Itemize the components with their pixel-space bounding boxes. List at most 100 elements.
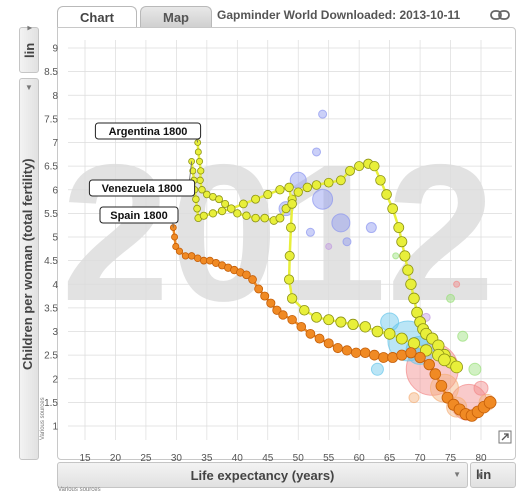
trail-point[interactable] <box>221 199 230 208</box>
trail-point[interactable] <box>189 167 197 175</box>
trail-point[interactable] <box>450 360 463 374</box>
trail-point[interactable] <box>192 195 200 203</box>
trail-point[interactable] <box>263 189 273 200</box>
trail-point[interactable] <box>354 161 365 172</box>
trail-point[interactable] <box>286 293 298 304</box>
trail-point[interactable] <box>275 213 285 223</box>
trail-point[interactable] <box>215 195 223 204</box>
trail-point[interactable] <box>266 298 276 308</box>
country-bubble[interactable] <box>305 227 315 237</box>
trail-point[interactable] <box>369 349 380 361</box>
trail-point[interactable] <box>193 204 201 213</box>
country-bubble[interactable] <box>408 392 420 404</box>
trail-point[interactable] <box>194 148 202 156</box>
trail-point[interactable] <box>196 157 204 165</box>
trail-point[interactable] <box>323 314 335 326</box>
trail-point[interactable] <box>284 274 295 285</box>
trail-point[interactable] <box>407 337 421 350</box>
trail-point[interactable] <box>287 199 297 209</box>
trail-point[interactable] <box>284 250 295 261</box>
country-bubble[interactable] <box>457 330 469 342</box>
country-bubble[interactable] <box>453 280 461 288</box>
trail-point[interactable] <box>414 351 426 364</box>
country-bubble[interactable] <box>325 242 333 250</box>
trail-point[interactable] <box>286 222 296 233</box>
y-indicator-selector[interactable]: ▼ <box>19 78 39 460</box>
trail-point[interactable] <box>239 199 248 209</box>
trail-point[interactable] <box>242 211 251 220</box>
trail-point[interactable] <box>296 321 307 332</box>
trail-point[interactable] <box>242 270 251 280</box>
trail-point[interactable] <box>272 305 282 315</box>
trail-point[interactable] <box>378 352 389 363</box>
trail-point[interactable] <box>302 182 313 193</box>
trail-point[interactable] <box>371 325 384 338</box>
trail-point[interactable] <box>423 358 435 371</box>
trail-point[interactable] <box>383 327 396 340</box>
trail-point[interactable] <box>314 333 325 344</box>
trail-point[interactable] <box>196 176 204 184</box>
trail-point[interactable] <box>350 347 362 358</box>
trail-point[interactable] <box>260 213 270 223</box>
trail-point[interactable] <box>435 380 448 392</box>
trail-point[interactable] <box>248 275 257 284</box>
country-bubble[interactable] <box>392 252 400 260</box>
trail-point[interactable] <box>335 175 346 186</box>
tab-chart[interactable]: Chart <box>57 6 137 28</box>
trail-point[interactable] <box>396 349 408 361</box>
trail-point[interactable] <box>208 209 218 218</box>
trail-point[interactable] <box>395 332 408 345</box>
country-bubble[interactable] <box>312 147 322 157</box>
x-scale-selector[interactable]: lin ▼ <box>470 462 516 488</box>
trail-point[interactable] <box>405 278 417 290</box>
trail-point[interactable] <box>323 338 334 349</box>
trail-point[interactable] <box>311 180 322 190</box>
trail-point[interactable] <box>375 175 386 186</box>
country-bubble[interactable] <box>365 222 377 234</box>
country-bubble[interactable] <box>370 362 384 376</box>
trail-point[interactable] <box>278 310 288 320</box>
trail-point[interactable] <box>217 206 227 216</box>
trail-point[interactable] <box>332 342 343 354</box>
trail-point[interactable] <box>293 187 303 197</box>
country-bubble[interactable] <box>342 237 352 247</box>
trail-point[interactable] <box>233 209 242 218</box>
trail-point[interactable] <box>387 352 399 363</box>
trail-point[interactable] <box>281 204 291 214</box>
trail-point[interactable] <box>483 396 497 409</box>
trail-point[interactable] <box>251 194 261 204</box>
x-indicator-selector[interactable]: Life expectancy (years) ▼ <box>57 462 468 488</box>
trail-point[interactable] <box>396 236 408 248</box>
trail-point[interactable] <box>345 165 355 176</box>
trail-point[interactable] <box>171 233 179 241</box>
trail-point[interactable] <box>387 203 399 215</box>
trail-point[interactable] <box>254 284 264 294</box>
trail-point[interactable] <box>359 321 371 333</box>
trail-point[interactable] <box>402 264 414 276</box>
trail-point[interactable] <box>251 213 260 223</box>
country-bubble[interactable] <box>468 362 482 376</box>
trail-point[interactable] <box>175 247 184 255</box>
trail-point[interactable] <box>199 211 208 220</box>
trail-point[interactable] <box>284 182 294 193</box>
trail-point[interactable] <box>287 314 297 325</box>
expand-icon[interactable] <box>498 430 512 444</box>
country-bubble[interactable] <box>312 188 334 210</box>
trail-point[interactable] <box>275 185 285 195</box>
trail-point[interactable] <box>198 186 206 194</box>
trail-point[interactable] <box>323 177 334 188</box>
trail-point[interactable] <box>226 204 236 213</box>
trail-point[interactable] <box>181 252 190 260</box>
trail-point[interactable] <box>305 328 316 339</box>
y-scale-selector[interactable]: ▼ lin <box>19 24 39 73</box>
trail-point[interactable] <box>311 311 322 323</box>
country-bubble[interactable] <box>446 293 456 303</box>
trail-point[interactable] <box>381 189 392 200</box>
trail-point[interactable] <box>405 347 417 359</box>
link-icon[interactable] <box>490 8 510 22</box>
trail-point[interactable] <box>172 242 180 250</box>
country-bubble[interactable] <box>331 213 351 233</box>
trail-point[interactable] <box>299 304 310 316</box>
trail-point[interactable] <box>260 291 270 301</box>
country-bubble[interactable] <box>473 380 489 396</box>
